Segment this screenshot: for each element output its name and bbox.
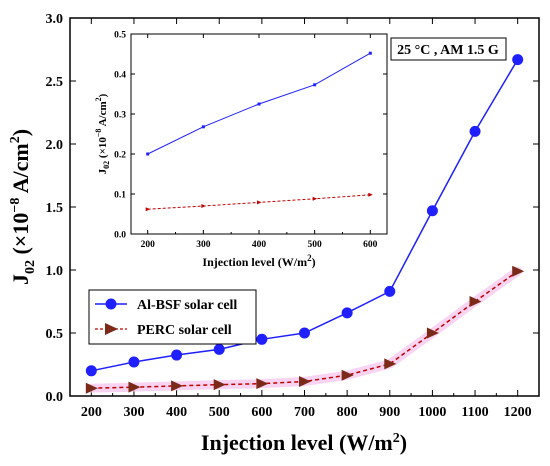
data-point bbox=[85, 365, 97, 377]
data-point bbox=[171, 380, 184, 392]
data-point bbox=[213, 379, 226, 391]
data-point bbox=[368, 51, 372, 55]
legend-label-perc: PERC solar cell bbox=[137, 323, 232, 338]
data-point bbox=[426, 205, 438, 217]
x-tick-label: 300 bbox=[123, 405, 144, 420]
data-point bbox=[257, 102, 261, 106]
y-tick-label: 0.5 bbox=[114, 30, 126, 40]
y-tick-label: 0.0 bbox=[46, 390, 64, 405]
data-point bbox=[512, 265, 525, 277]
y-tick-label: 1.5 bbox=[46, 201, 64, 216]
main-y-axis: 0.0 0.5 1.0 1.5 2.0 2.5 3.0 bbox=[46, 12, 539, 405]
x-tick-label: 400 bbox=[252, 240, 267, 250]
x-tick-label: 200 bbox=[141, 240, 156, 250]
legend-marker-al-bsf bbox=[105, 298, 117, 310]
y-tick-label: 0.0 bbox=[114, 230, 126, 240]
data-point bbox=[171, 349, 183, 361]
y-tick-label: 1.0 bbox=[46, 264, 64, 279]
y-tick-label: 0.5 bbox=[46, 327, 64, 342]
legend-box bbox=[88, 289, 257, 345]
x-tick-label: 300 bbox=[196, 240, 211, 250]
y-tick-label: 2.5 bbox=[46, 75, 64, 90]
x-tick-label: 500 bbox=[308, 240, 323, 250]
y-tick-label: 0.1 bbox=[114, 190, 126, 200]
data-point bbox=[128, 356, 140, 368]
data-point bbox=[257, 200, 262, 205]
main-y-axis-label: J02 (×10−8 A/cm2) bbox=[8, 129, 38, 285]
data-point bbox=[313, 83, 317, 87]
inset-x-axis-label: Injection level (W/m2) bbox=[202, 253, 315, 269]
data-point bbox=[128, 381, 141, 393]
main-x-axis-label: Injection level (W/m2) bbox=[201, 430, 407, 455]
data-point bbox=[145, 207, 151, 212]
inset-x-axis: 200 300 400 500 600 bbox=[141, 34, 378, 250]
y-tick-label: 0.2 bbox=[114, 150, 126, 160]
y-tick-label: 0.3 bbox=[114, 110, 126, 120]
y-tick-label: 3.0 bbox=[46, 12, 64, 27]
condition-annotation: 25 °C , AM 1.5 G bbox=[397, 43, 499, 58]
data-point bbox=[299, 327, 310, 339]
inset-y-axis: 0.0 0.1 0.2 0.3 0.4 0.5 bbox=[114, 30, 387, 240]
data-point bbox=[512, 54, 524, 66]
data-point bbox=[312, 196, 318, 201]
data-point bbox=[85, 382, 98, 394]
main-series-layer bbox=[85, 54, 525, 394]
x-tick-label: 400 bbox=[166, 405, 187, 420]
data-point bbox=[368, 192, 373, 197]
x-tick-label: 500 bbox=[209, 405, 230, 420]
legend-marker-perc bbox=[105, 323, 118, 335]
data-point bbox=[146, 152, 150, 156]
data-point bbox=[469, 296, 482, 307]
data-point bbox=[213, 343, 225, 355]
condition-annotation-box bbox=[390, 37, 507, 61]
inset-y-axis-label: J02 (×10−8 A/cm2) bbox=[94, 93, 111, 174]
inset-series-layer bbox=[145, 51, 373, 212]
data-point bbox=[384, 285, 396, 297]
data-point bbox=[256, 378, 269, 390]
data-point bbox=[201, 125, 205, 129]
data-point bbox=[201, 204, 206, 208]
data-point bbox=[299, 376, 311, 388]
x-tick-label: 1000 bbox=[418, 405, 446, 420]
data-point bbox=[341, 307, 353, 319]
y-tick-label: 0.4 bbox=[114, 70, 126, 80]
data-point bbox=[341, 369, 354, 381]
legend-label-al-bsf: Al-BSF solar cell bbox=[137, 298, 237, 313]
data-point bbox=[256, 333, 268, 345]
data-point bbox=[384, 358, 397, 370]
x-tick-label: 600 bbox=[251, 405, 272, 420]
x-tick-label: 1100 bbox=[461, 405, 488, 420]
x-tick-label: 800 bbox=[337, 405, 358, 420]
x-tick-label: 900 bbox=[379, 405, 400, 420]
x-tick-label: 700 bbox=[294, 405, 315, 420]
data-point bbox=[426, 327, 439, 339]
data-point bbox=[469, 125, 481, 137]
y-tick-label: 2.0 bbox=[46, 138, 64, 153]
x-tick-label: 200 bbox=[81, 405, 102, 420]
main-x-axis: 200 300 400 500 600 700 800 900 1000 1100 1200 bbox=[81, 18, 532, 420]
x-tick-label: 600 bbox=[363, 240, 378, 250]
inset-plot-background bbox=[92, 25, 388, 285]
x-tick-label: 1200 bbox=[504, 405, 532, 420]
